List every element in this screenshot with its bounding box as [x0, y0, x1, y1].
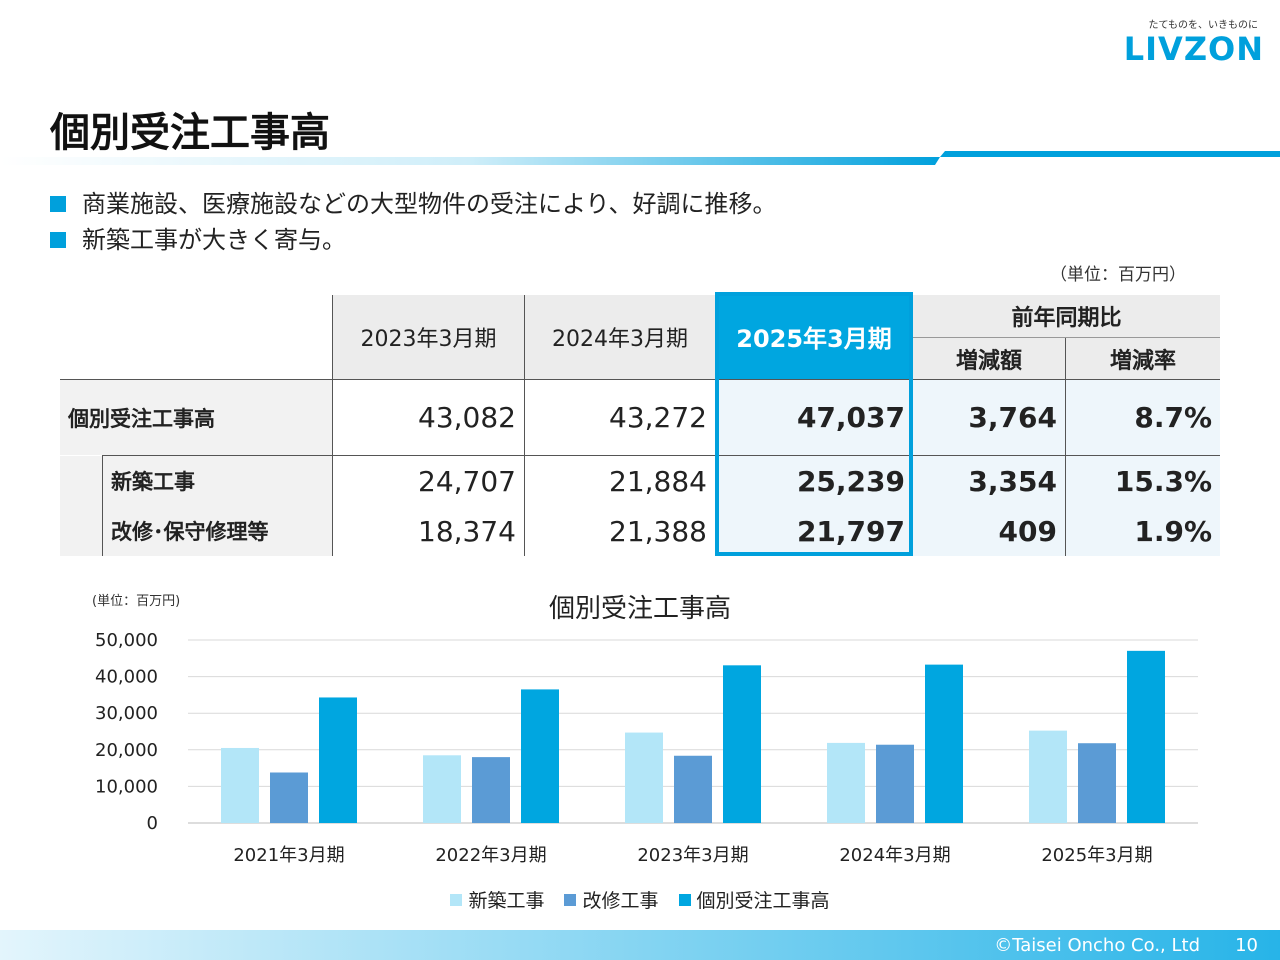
cell-reno-2023: 18,374 [418, 514, 516, 548]
bar-0-4 [1029, 730, 1067, 823]
cell-new-rate: 15.3% [1066, 456, 1220, 506]
legend-item-new: 新築工事 [450, 886, 544, 913]
cell-reno-2024: 21,388 [609, 514, 707, 548]
y-tick-label: 10,000 [95, 776, 158, 797]
bar-0-1 [423, 755, 461, 823]
row-label-total: 個別受注工事高 [60, 380, 332, 455]
bar-1-3 [876, 744, 914, 823]
bar-1-0 [270, 772, 308, 823]
x-tick-label: 2023年3月期 [637, 845, 748, 866]
table-divider [102, 455, 103, 556]
header-change-amount: 増減額 [913, 338, 1065, 380]
footer-copyright: ©Taisei Oncho Co., Ltd [994, 935, 1200, 956]
page-number: 10 [1235, 935, 1258, 956]
bar-2-4 [1127, 650, 1165, 823]
y-tick-label: 40,000 [95, 667, 158, 688]
bullet-list: 商業施設、医療施設などの大型物件の受注により、好調に推移。 新築工事が大きく寄与… [50, 186, 777, 258]
table-divider [332, 295, 333, 556]
bar-2-0 [319, 697, 357, 823]
bar-0-2 [625, 732, 663, 823]
table-unit-label: （単位：百万円） [1050, 265, 1186, 285]
bullet-square-icon [50, 196, 66, 212]
title-underline [0, 151, 1280, 165]
bullet-item: 新築工事が大きく寄与。 [50, 222, 777, 258]
chart-unit-label: (単位：百万円) [92, 594, 181, 609]
legend-item-renovation: 改修工事 [564, 886, 659, 913]
cell-total-2025: 47,037 [715, 380, 913, 455]
legend-label: 新築工事 [468, 890, 545, 912]
x-tick-label: 2024年3月期 [839, 845, 950, 866]
bullet-text: 新築工事が大きく寄与。 [82, 226, 346, 254]
legend-label: 個別受注工事高 [696, 890, 830, 912]
legend-item-total: 個別受注工事高 [678, 886, 830, 913]
bar-2-3 [925, 664, 963, 823]
bar-2-1 [521, 689, 559, 823]
x-tick-label: 2025年3月期 [1041, 845, 1152, 866]
header-2023: 2023年3月期 [333, 295, 524, 379]
table-divider [60, 379, 1220, 380]
row-label-new: 新築工事 [103, 456, 332, 506]
cell-new-2024: 21,884 [609, 464, 707, 498]
bar-0-3 [827, 742, 865, 823]
bar-1-4 [1078, 743, 1116, 823]
cell-total-rate: 8.7% [1066, 380, 1220, 455]
y-tick-label: 30,000 [95, 703, 158, 724]
brand-tagline: たてものを、いきものに [1148, 20, 1259, 31]
x-tick-label: 2022年3月期 [435, 845, 546, 866]
livzon-logo: LIVZON [1123, 30, 1264, 68]
indent-block [60, 456, 102, 556]
cell-total-2024: 43,272 [609, 401, 707, 434]
cell-new-2023: 24,707 [418, 464, 516, 498]
footer-bar [0, 930, 1280, 960]
page-title: 個別受注工事高 [50, 110, 330, 156]
cell-reno-rate: 1.9% [1066, 506, 1220, 556]
bar-1-1 [472, 757, 510, 823]
bar-1-2 [674, 755, 712, 823]
cell-new-change: 3,354 [913, 456, 1065, 506]
header-2024: 2024年3月期 [525, 295, 715, 379]
cell-reno-2025: 21,797 [715, 506, 913, 556]
cell-total-2023: 43,082 [418, 401, 516, 434]
cell-new-2025: 25,239 [715, 456, 913, 506]
row-label-renovation: 改修･保守修理等 [103, 506, 332, 556]
cell-total-change: 3,764 [913, 380, 1065, 455]
table-divider [1065, 338, 1066, 556]
header-change-rate: 増減率 [1066, 338, 1220, 380]
cell-reno-change: 409 [913, 506, 1065, 556]
bullet-item: 商業施設、医療施設などの大型物件の受注により、好調に推移。 [50, 186, 777, 222]
y-tick-label: 20,000 [95, 740, 158, 761]
chart-title: 個別受注工事高 [548, 594, 731, 624]
header-2025: 2025年3月期 [715, 292, 913, 380]
y-tick-label: 0 [147, 813, 158, 834]
bullet-square-icon [50, 232, 66, 248]
bar-2-2 [723, 665, 761, 823]
bullet-text: 商業施設、医療施設などの大型物件の受注により、好調に推移。 [82, 190, 777, 218]
table-divider [913, 337, 1220, 338]
table-divider [102, 455, 1220, 456]
legend-swatch [678, 893, 691, 906]
y-tick-label: 50,000 [95, 630, 158, 651]
bar-0-0 [221, 747, 259, 823]
legend-swatch [450, 893, 463, 906]
bar-chart: 0 10,000 20,000 30,000 40,000 50,000 2021年3月期 2… [95, 630, 1198, 866]
header-yoy: 前年同期比 [913, 295, 1220, 337]
chart-legend: 新築工事 改修工事 個別受注工事高 [0, 886, 1280, 913]
legend-label: 改修工事 [582, 890, 659, 912]
x-tick-label: 2021年3月期 [233, 845, 344, 866]
table-divider [524, 295, 525, 556]
legend-swatch [564, 893, 577, 906]
